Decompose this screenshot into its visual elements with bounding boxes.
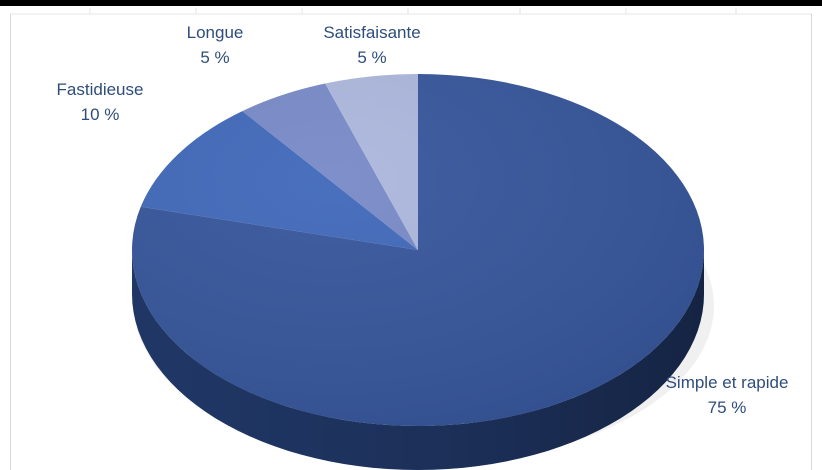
data-label-category: Fastidieuse <box>57 80 144 99</box>
data-labels: Simple et rapide 75 % Fastidieuse 10 % Longu… <box>57 23 789 417</box>
data-label-category: Satisfaisante <box>323 23 420 42</box>
data-label-value: 5 % <box>357 48 386 67</box>
top-border <box>0 0 822 6</box>
data-label-value: 10 % <box>81 105 120 124</box>
data-label-value: 75 % <box>708 398 747 417</box>
data-label-longue: Longue 5 % <box>187 23 244 67</box>
data-label-fastidieuse: Fastidieuse 10 % <box>57 80 144 124</box>
data-label-satisfaisante: Satisfaisante 5 % <box>323 23 420 67</box>
data-label-simple-et-rapide: Simple et rapide 75 % <box>666 373 789 417</box>
pie-top-shade <box>132 74 704 426</box>
pie-side-simple-et-rapide-shade <box>132 250 704 470</box>
pie-body <box>131 74 714 470</box>
data-label-value: 5 % <box>200 48 229 67</box>
data-label-category: Simple et rapide <box>666 373 789 392</box>
data-label-category: Longue <box>187 23 244 42</box>
grid-ticks <box>89 8 737 14</box>
